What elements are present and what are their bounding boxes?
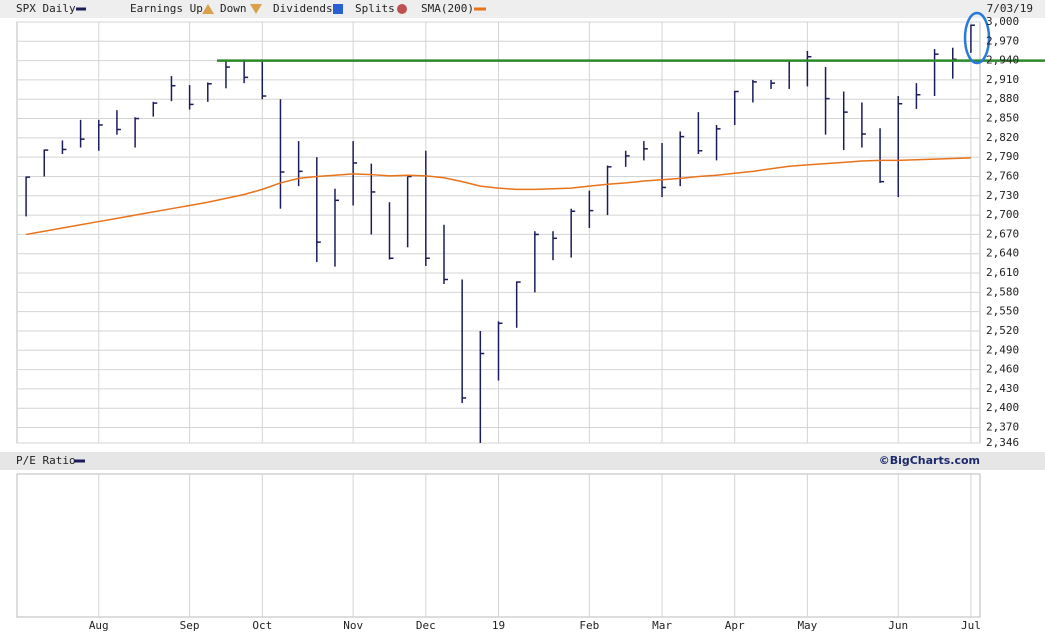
x-tick-label: 19 — [492, 619, 505, 632]
y-tick-label: 2,640 — [986, 247, 1019, 260]
x-tick-label: Aug — [89, 619, 109, 632]
y-tick-label: 2,850 — [986, 112, 1019, 125]
y-tick-label: 2,610 — [986, 266, 1019, 279]
header-item: Splits — [355, 2, 395, 15]
date-label: 7/03/19 — [987, 2, 1033, 15]
splits-icon — [397, 4, 407, 14]
y-tick-label: 3,000 — [986, 15, 1019, 28]
header-item: Dividends — [273, 2, 333, 15]
chart-title: SPX Daily — [16, 2, 76, 15]
y-tick-label: 2,580 — [986, 285, 1019, 298]
x-tick-label: Apr — [725, 619, 745, 632]
separator-band — [0, 452, 1045, 470]
source: ©BigCharts.com — [879, 454, 980, 467]
y-tick-label: 2,700 — [986, 208, 1019, 221]
y-tick-label: 2,670 — [986, 227, 1019, 240]
y-tick-label: 2,490 — [986, 343, 1019, 356]
x-tick-label: Jun — [888, 619, 908, 632]
y-tick-label: 2,346 — [986, 436, 1019, 449]
highlight-ellipse — [963, 11, 991, 65]
y-tick-label: 2,550 — [986, 305, 1019, 318]
marks — [25, 24, 1045, 443]
x-tick-label: Oct — [252, 619, 272, 632]
earnings-down-icon — [250, 4, 262, 14]
y-tick-label: 2,820 — [986, 131, 1019, 144]
x-tick-label: Nov — [343, 619, 363, 632]
earnings-up-icon — [202, 4, 214, 14]
y-tick-label: 2,730 — [986, 189, 1019, 202]
x-tick-label: Mar — [652, 619, 672, 632]
dividends-icon — [333, 4, 343, 14]
pe-title: P/E Ratio — [16, 454, 76, 467]
sma-line — [25, 157, 971, 236]
y-tick-label: 2,790 — [986, 150, 1019, 163]
y-tick-label: 2,760 — [986, 169, 1019, 182]
x-tick-label: Feb — [579, 619, 599, 632]
y-tick-label: 2,970 — [986, 34, 1019, 47]
y-tick-label: 2,370 — [986, 421, 1019, 434]
y-tick-label: 2,940 — [986, 54, 1019, 67]
x-tick-label: Sep — [180, 619, 200, 632]
y-tick-label: 2,880 — [986, 92, 1019, 105]
y-tick-label: 2,400 — [986, 401, 1019, 414]
legend-label: SMA(200) — [421, 2, 474, 15]
x-tick-label: May — [797, 619, 817, 632]
x-tick-label: Jul — [961, 619, 981, 632]
y-tick-label: 2,520 — [986, 324, 1019, 337]
y-tick-label: 2,460 — [986, 363, 1019, 376]
header-item: Earnings Up — [130, 2, 203, 15]
header-item: Down — [220, 2, 247, 15]
x-tick-label: Dec — [416, 619, 436, 632]
y-tick-label: 2,430 — [986, 382, 1019, 395]
y-tick-label: 2,910 — [986, 73, 1019, 86]
